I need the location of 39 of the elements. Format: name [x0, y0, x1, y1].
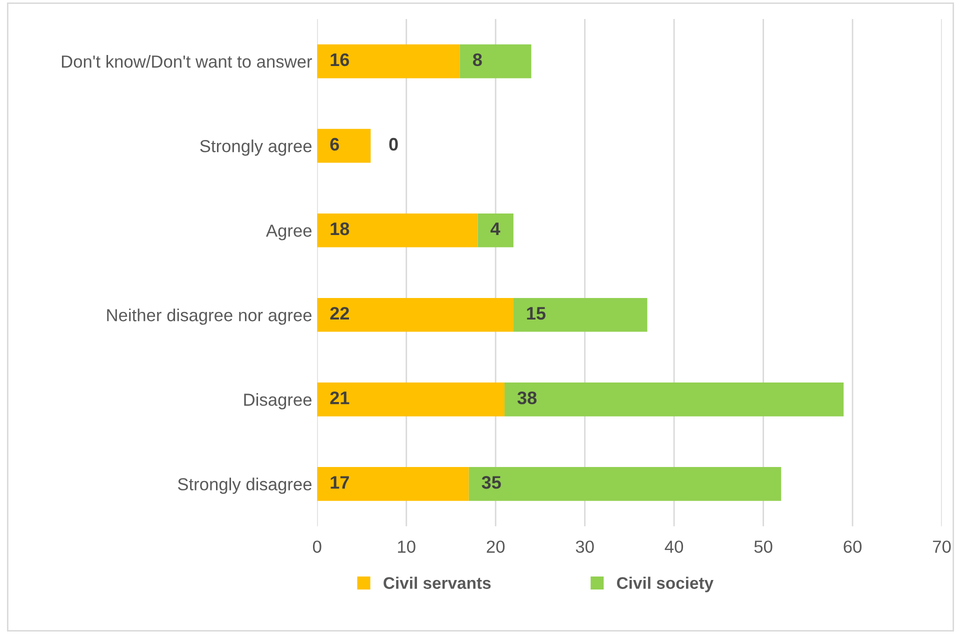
data-label: 38 [517, 391, 537, 404]
data-label: 35 [482, 476, 501, 489]
x-tick-label: 30 [576, 540, 594, 553]
x-tick-label: 0 [312, 540, 322, 553]
data-label: 16 [330, 53, 350, 66]
data-label: 22 [330, 306, 349, 320]
bar [317, 44, 460, 78]
x-tick-label: 70 [933, 540, 951, 553]
bar [317, 467, 469, 501]
data-label: 4 [490, 222, 500, 236]
x-tick-label: 10 [398, 540, 416, 553]
bar [317, 213, 478, 248]
bar [504, 382, 844, 416]
y-tick-label: Disagree [244, 393, 312, 410]
bar [513, 298, 648, 332]
bar [460, 44, 532, 78]
x-tick-label: 50 [754, 540, 772, 553]
legend-label: Civil servants [384, 576, 491, 589]
data-label: 15 [527, 307, 546, 320]
data-label: 21 [330, 391, 350, 404]
x-tick-label: 60 [844, 540, 862, 553]
bar [317, 128, 371, 163]
y-tick-label: Strongly agree [200, 140, 312, 156]
data-label: 18 [330, 222, 350, 236]
y-tick-label: Don't know/Don't want to answer [62, 54, 312, 68]
bar [317, 298, 514, 332]
legend-label: Civil society [617, 576, 714, 592]
data-label: 6 [330, 138, 340, 151]
y-tick-label: Agree [266, 224, 312, 240]
y-tick-label: Strongly disagree [178, 478, 312, 494]
bar [317, 382, 505, 416]
y-tick-label: Neither disagree nor agree [107, 308, 312, 325]
data-label: 17 [330, 476, 349, 489]
x-tick-label: 40 [664, 540, 684, 553]
bar [468, 467, 782, 501]
x-tick-label: 20 [486, 540, 505, 553]
bar [478, 213, 514, 248]
data-label: 8 [472, 53, 482, 66]
data-label: 0 [389, 138, 398, 151]
